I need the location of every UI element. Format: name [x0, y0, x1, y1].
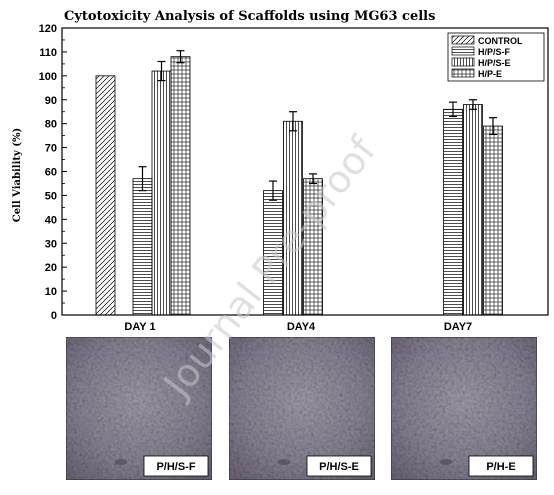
- micrograph-2: P/H/S-E: [228, 336, 376, 481]
- micrograph-label-box: [306, 455, 372, 477]
- chart-title: Cytotoxicity Analysis of Scaffolds using…: [64, 9, 435, 24]
- legend-label: H/P/S-E: [478, 58, 511, 68]
- x-category-label: DAY 1: [124, 321, 155, 333]
- cell-blotch: [115, 459, 127, 465]
- micrograph-label: P/H-E: [486, 461, 515, 473]
- y-tick-label: 60: [45, 167, 57, 179]
- y-tick-label: 20: [45, 262, 57, 274]
- bar-h-p-s-f: [443, 108, 463, 316]
- x-category-label: DAY4: [287, 321, 316, 333]
- cell-blotch: [440, 459, 452, 465]
- bar-h-p-e: [483, 125, 503, 316]
- legend-label: H/P-E: [478, 69, 502, 79]
- y-axis-label: Cell Viability (%): [12, 128, 23, 223]
- y-tick-label: 30: [45, 238, 57, 250]
- legend-swatch: [451, 57, 475, 67]
- y-tick-label: 70: [45, 143, 57, 155]
- legend-swatch: [451, 35, 475, 45]
- legend-label: CONTROL: [478, 36, 523, 46]
- bar-h-p-s-e: [463, 104, 483, 316]
- legend-swatch: [451, 46, 475, 56]
- y-tick-label: 0: [51, 310, 57, 322]
- micrograph-panel: P/H/S-F P/H/S-E P/H-E: [65, 336, 538, 481]
- legend-label: H/P/S-F: [478, 47, 511, 57]
- micrograph-label-box: [468, 455, 534, 477]
- cell-blotch: [278, 459, 290, 465]
- micrograph-label: P/H/S-E: [319, 461, 359, 473]
- plot-area: 0 10 20 30 40 50 60 70 80 90 100 110 120 DAY 1 DAY4 DAY…: [39, 23, 549, 333]
- micrograph-label-box: [143, 455, 209, 477]
- y-tick-label: 90: [45, 95, 57, 107]
- micrograph-3: P/H-E: [390, 336, 538, 481]
- y-tick-label: 40: [45, 214, 57, 226]
- bar-h-p-s-e: [151, 70, 172, 316]
- legend-swatch: [451, 68, 475, 78]
- bar-h-p-s-f: [132, 178, 153, 316]
- y-tick-label: 80: [45, 119, 57, 131]
- y-tick-label: 100: [39, 71, 57, 83]
- y-tick-label: 50: [45, 190, 57, 202]
- y-tick-label: 120: [39, 23, 57, 35]
- x-category-label: DAY7: [444, 321, 472, 333]
- bar-h-p-e: [170, 56, 191, 316]
- micrograph-1: P/H/S-F: [65, 336, 213, 481]
- bar-control: [95, 75, 116, 316]
- y-tick-label: 10: [45, 286, 57, 298]
- y-tick-label: 110: [39, 47, 57, 59]
- micrograph-label: P/H/S-F: [156, 461, 195, 473]
